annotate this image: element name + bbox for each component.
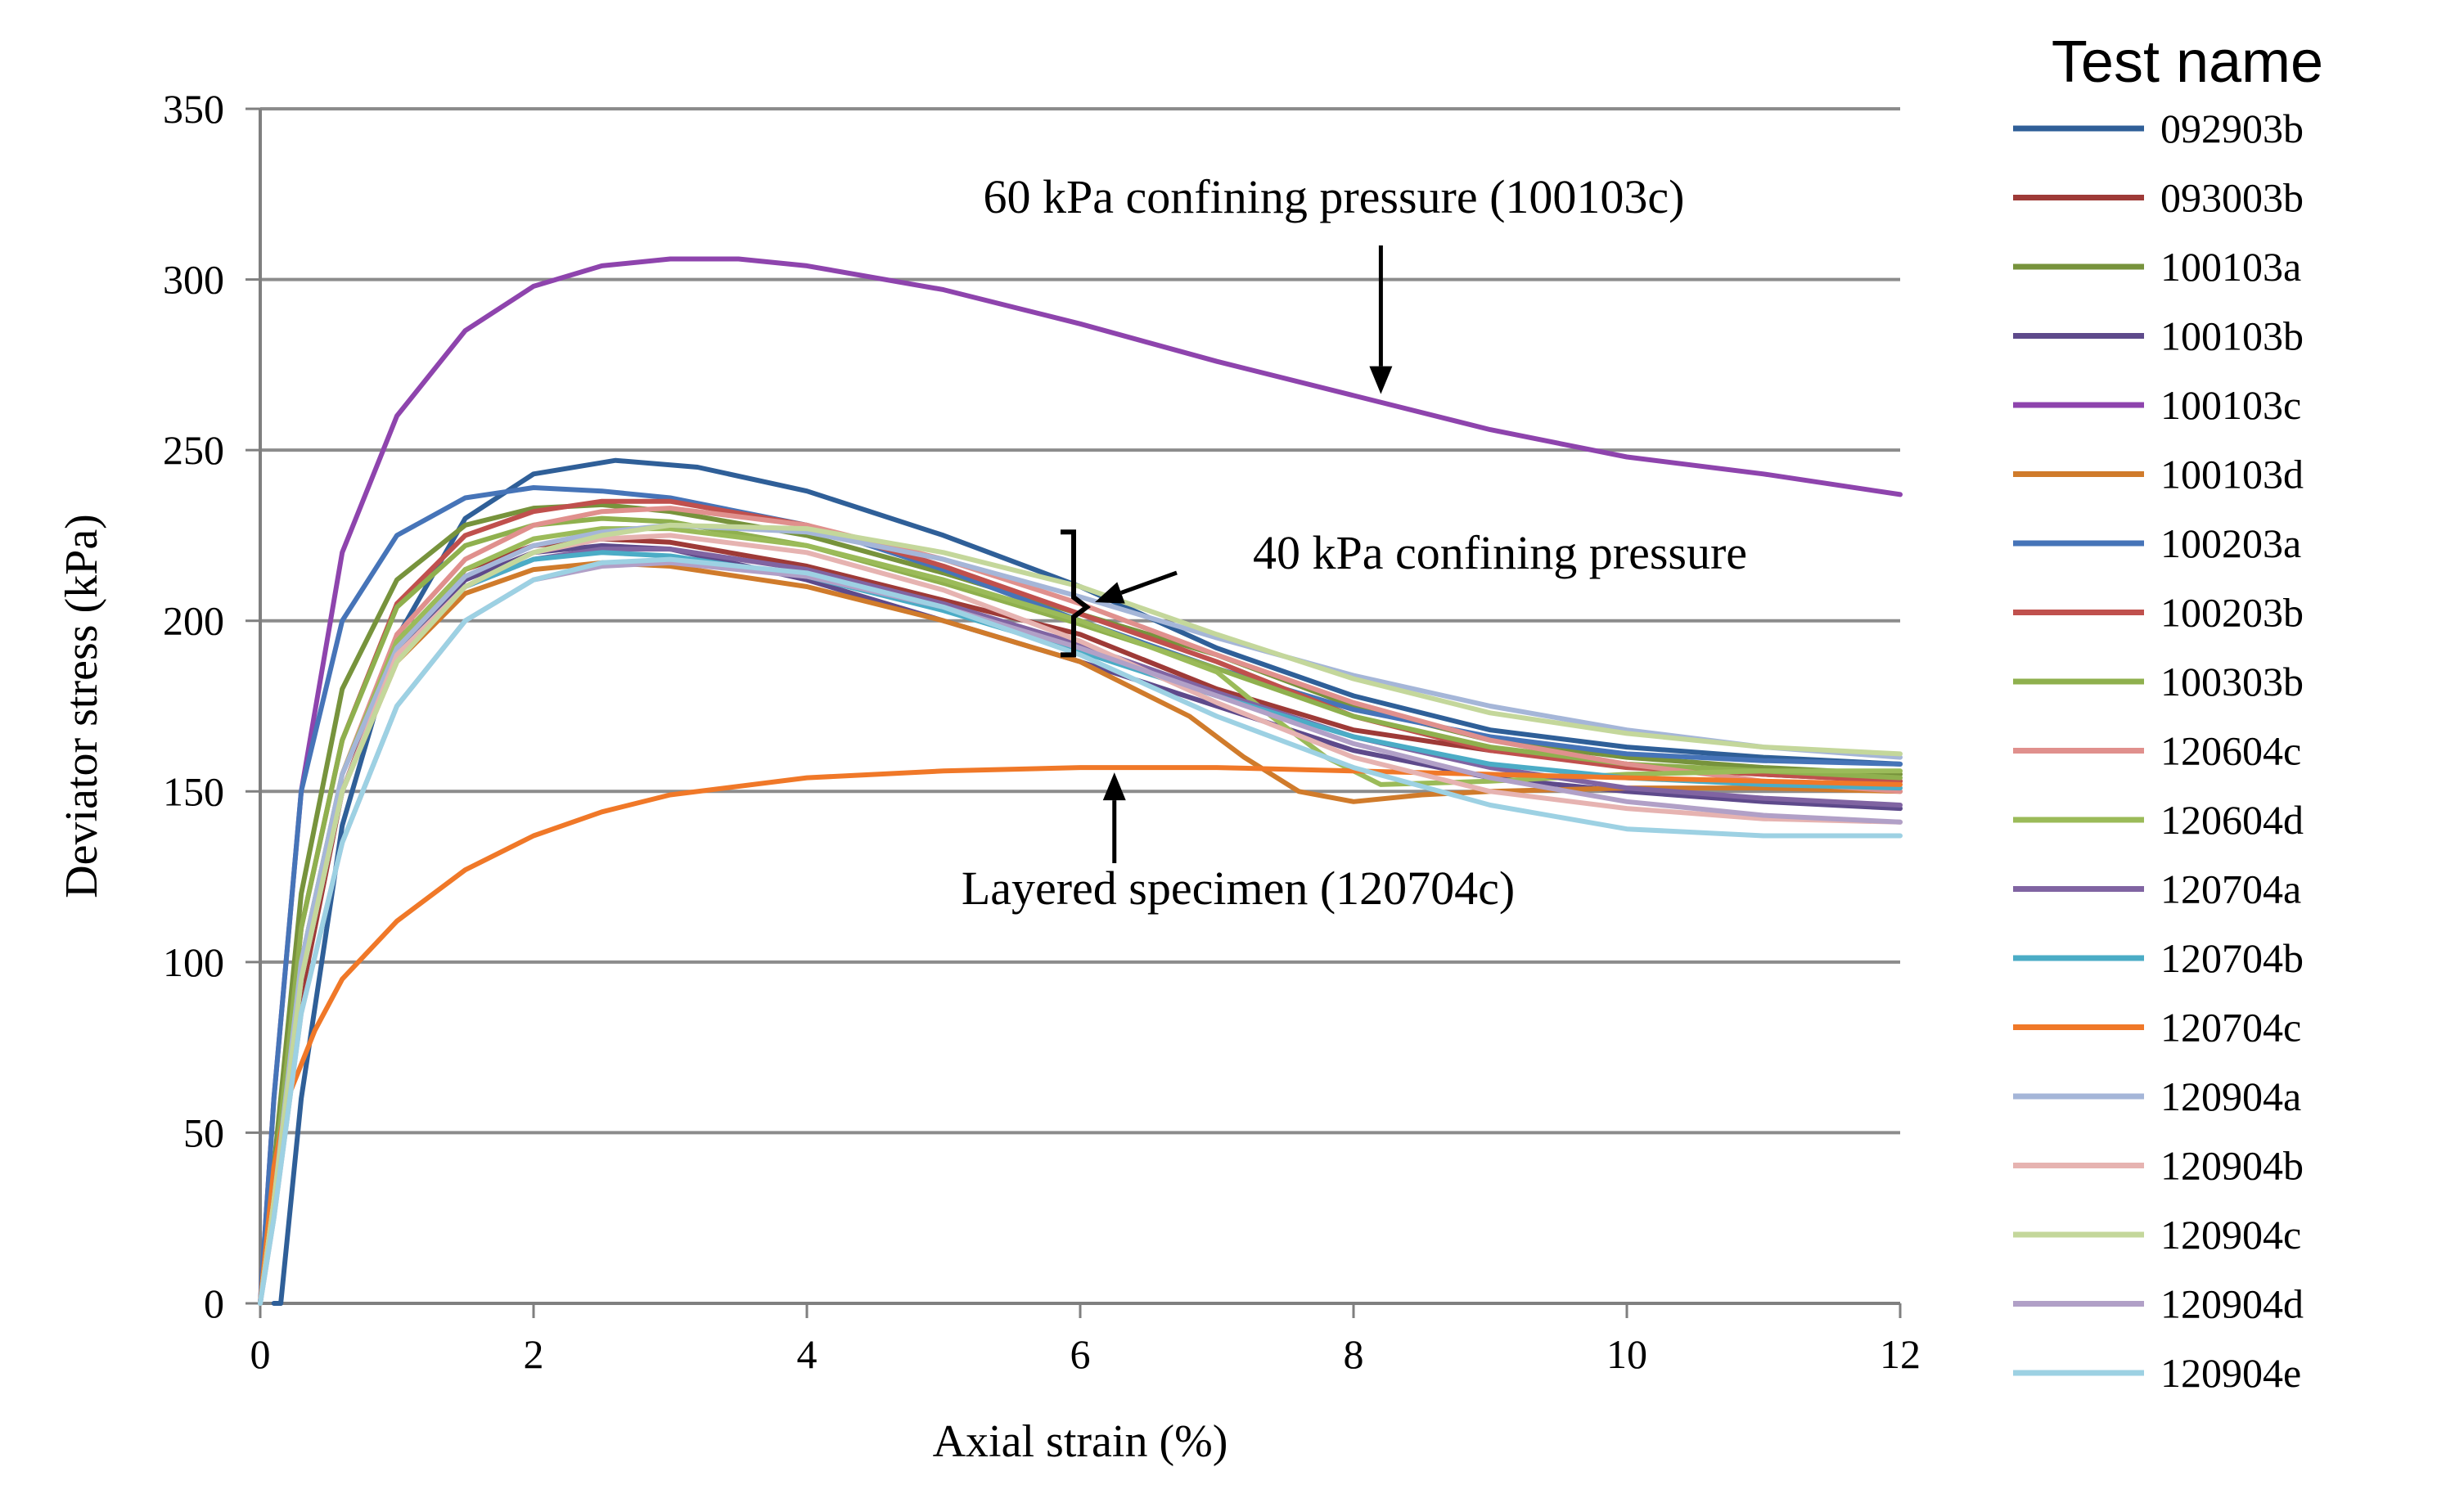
legend-title: Test name — [2052, 29, 2323, 95]
y-tick-label: 100 — [163, 939, 224, 985]
y-tick-label: 250 — [163, 427, 224, 473]
x-tick-label: 0 — [250, 1331, 271, 1377]
legend-label: 100103a — [2160, 244, 2301, 290]
legend-label: 100103d — [2160, 452, 2304, 497]
annotation-40kpa: 40 kPa confining pressure — [1253, 526, 1747, 579]
x-tick-label: 12 — [1880, 1331, 1921, 1377]
arrow-shaft — [1120, 570, 1178, 595]
legend-label: 120904e — [2160, 1350, 2301, 1396]
y-tick-label: 300 — [163, 257, 224, 303]
legend-label: 120704a — [2160, 866, 2301, 912]
legend-label: 120704b — [2160, 935, 2304, 981]
legend-label: 120904d — [2160, 1281, 2304, 1327]
series-layer — [258, 256, 1903, 1306]
x-axis-title: Axial strain (%) — [933, 1416, 1228, 1467]
y-axis-title: Deviator stress (kPa) — [56, 514, 107, 898]
annotation-layered: Layered specimen (120704c) — [962, 862, 1515, 915]
gridlines — [260, 107, 1900, 1135]
y-tick-label: 150 — [163, 768, 224, 814]
x-tick-label: 4 — [797, 1331, 818, 1377]
x-tick-label: 10 — [1606, 1331, 1647, 1377]
legend-label: 100303b — [2160, 659, 2304, 704]
y-tick-label: 200 — [163, 598, 224, 644]
y-tick-label: 0 — [204, 1280, 224, 1326]
y-tick-label: 50 — [183, 1109, 224, 1155]
legend-label: 093003b — [2160, 175, 2304, 221]
x-tick-label: 2 — [524, 1331, 544, 1377]
annotations: 60 kPa confining pressure (100103c) 40 kP… — [962, 170, 1747, 915]
legend-label: 100203b — [2160, 590, 2304, 636]
series-line-100103c — [258, 256, 1903, 1306]
series-line-120704c — [258, 765, 1903, 1306]
arrow-head — [1095, 582, 1125, 604]
arrow-head — [1102, 772, 1126, 801]
legend-label: 120604c — [2160, 728, 2301, 774]
annotation-60kpa-arrow — [1369, 245, 1393, 394]
x-tick-label: 8 — [1344, 1331, 1364, 1377]
axes: 0 50 100 150 200 250 300 350 0 2 4 6 8 10 12 Axial stra… — [56, 86, 1921, 1467]
legend-label: 120904b — [2160, 1143, 2304, 1189]
annotation-40kpa-arrow — [1095, 570, 1178, 604]
legend-label: 100103b — [2160, 313, 2304, 359]
legend-label: 100203a — [2160, 520, 2301, 566]
y-tick-label: 350 — [163, 86, 224, 132]
legend-label: 120904a — [2160, 1073, 2301, 1119]
annotation-40kpa-bracket — [1061, 529, 1091, 658]
series-line-120904c — [258, 522, 1903, 1306]
legend-label: 092903b — [2160, 106, 2304, 151]
legend-label: 100103c — [2160, 382, 2301, 428]
x-tick-label: 6 — [1070, 1331, 1091, 1377]
legend-label: 120704c — [2160, 1005, 2301, 1051]
legend: Test name 092903b 093003b 100103a 100103b 100… — [2013, 29, 2323, 1396]
annotation-60kpa: 60 kPa confining pressure (100103c) — [984, 170, 1685, 223]
series-line-100303b — [258, 515, 1903, 1306]
legend-label: 120904c — [2160, 1212, 2301, 1258]
arrow-head — [1369, 366, 1393, 394]
legend-label: 120604d — [2160, 797, 2304, 843]
annotation-layered-arrow — [1102, 772, 1126, 863]
series-line-120904e — [258, 556, 1903, 1306]
